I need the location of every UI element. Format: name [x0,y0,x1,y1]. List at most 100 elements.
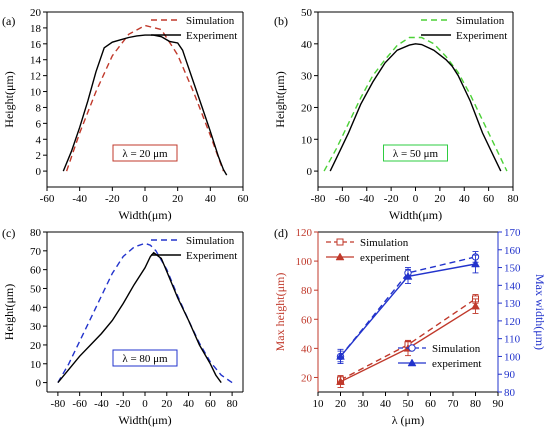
y-tick-label: 10 [301,134,313,146]
legend-marker [336,238,344,246]
y-tick-label: 0 [36,378,42,390]
series-line [340,298,476,381]
y-tick-label: 50 [30,283,42,295]
annotation-box [383,144,448,162]
legend-label: Experiment [186,30,237,42]
x-tick-label: -80 [51,398,66,410]
data-point [471,301,480,310]
y-tick-label: 60 [30,265,42,277]
x-tick-label: 40 [380,398,392,410]
y-tick-label: 80 [301,285,313,297]
y-tick-label: 40 [30,302,42,314]
series-line [329,43,502,172]
y-tick-label: 10 [30,359,42,371]
y-tick-label: 70 [30,246,42,258]
legend-label: Simulation [186,235,235,247]
y-right-tick-label: 160 [504,245,521,257]
legend-label: experiment [360,252,409,264]
y-right-tick-label: 170 [504,227,521,239]
x-tick-label: -60 [72,398,87,410]
legend-marker [408,344,416,352]
x-tick-label: 70 [448,398,460,410]
x-tick-label: -60 [335,193,350,205]
y-tick-label: 50 [301,7,313,19]
x-tick-label: 20 [172,193,184,205]
series-line [57,242,233,384]
y-right-tick-label: 90 [504,369,516,381]
x-tick-label: 30 [358,398,370,410]
y-tick-label: 30 [301,71,313,83]
series-line [323,36,508,172]
legend-label: Simulation [432,343,481,355]
x-tick-label: 50 [403,398,415,410]
x-tick-label: 20 [434,193,446,205]
y-right-tick-label: 100 [504,351,521,363]
legend-label: Simulation [456,15,505,27]
annotation-label: λ = 80 μm [122,353,168,365]
y-tick-label: 18 [30,23,42,35]
y-tick-label: 20 [301,102,313,114]
panel-label: (b) [274,14,288,28]
y-right-tick-label: 150 [504,263,521,275]
y-axis-title: Height(μm) [2,71,16,127]
y-tick-label: 4 [36,134,42,146]
y-axis-title: Height(μm) [273,71,287,127]
x-tick-label: 40 [183,398,195,410]
data-point [471,259,480,268]
x-tick-label: 0 [413,193,419,205]
x-tick-label: -20 [116,398,131,410]
x-tick-label: 10 [313,398,325,410]
annotation-box [112,349,178,367]
x-tick-label: -40 [72,193,87,205]
data-point [336,377,345,385]
x-tick-label: 40 [205,193,217,205]
x-tick-label: 80 [227,398,239,410]
x-tick-label: 20 [161,398,173,410]
annotation-box [112,144,178,162]
annotation-label: λ = 20 μm [122,148,168,160]
legend-marker [407,358,417,367]
x-tick-label: -80 [311,193,326,205]
data-point [336,351,345,360]
x-tick-label: 0 [142,398,148,410]
x-tick-label: -20 [384,193,399,205]
y-right-tick-label: 130 [504,298,521,310]
x-tick-label: 60 [205,398,217,410]
x-tick-label: -60 [40,193,55,205]
y-tick-label: 20 [30,340,42,352]
x-axis-title: Width(μm) [118,208,171,222]
legend-label: experiment [432,358,481,370]
y-right-tick-label: 80 [504,387,516,399]
x-tick-label: -40 [94,398,109,410]
series-line [65,24,225,172]
y-tick-label: 2 [36,150,42,162]
y-tick-label: 14 [30,55,42,67]
x-axis-title: Width(μm) [389,208,442,222]
y-tick-label: 6 [36,118,42,130]
y-tick-label: 100 [296,256,313,268]
y-tick-label: 10 [30,87,42,99]
y-tick-label: 0 [36,166,42,178]
panel-label: (a) [2,14,15,28]
x-tick-label: 60 [425,398,437,410]
y-axis-title: Max height(μm) [273,273,287,352]
legend-label: Simulation [360,237,409,249]
series-line [57,251,222,384]
legend-label: Experiment [186,250,237,262]
y-tick-label: 20 [30,7,42,19]
chart-panel: -60 -40 -20 0 20 40 6002468101214161820Width(μ… [2,7,249,222]
y-tick-label: 16 [30,39,42,51]
data-point [403,271,413,280]
x-tick-label: 80 [470,398,482,410]
x-axis-title: Width(μm) [118,413,171,427]
legend-label: Simulation [186,15,235,27]
x-tick-label: -40 [359,193,374,205]
panel-label: (c) [2,226,15,240]
y-axis-title: Height(μm) [2,284,16,340]
x-tick-label: -20 [105,193,120,205]
y-tick-label: 0 [307,166,313,178]
y-tick-label: 20 [301,372,313,384]
y-tick-label: 30 [30,321,42,333]
y-tick-label: 8 [36,102,42,114]
